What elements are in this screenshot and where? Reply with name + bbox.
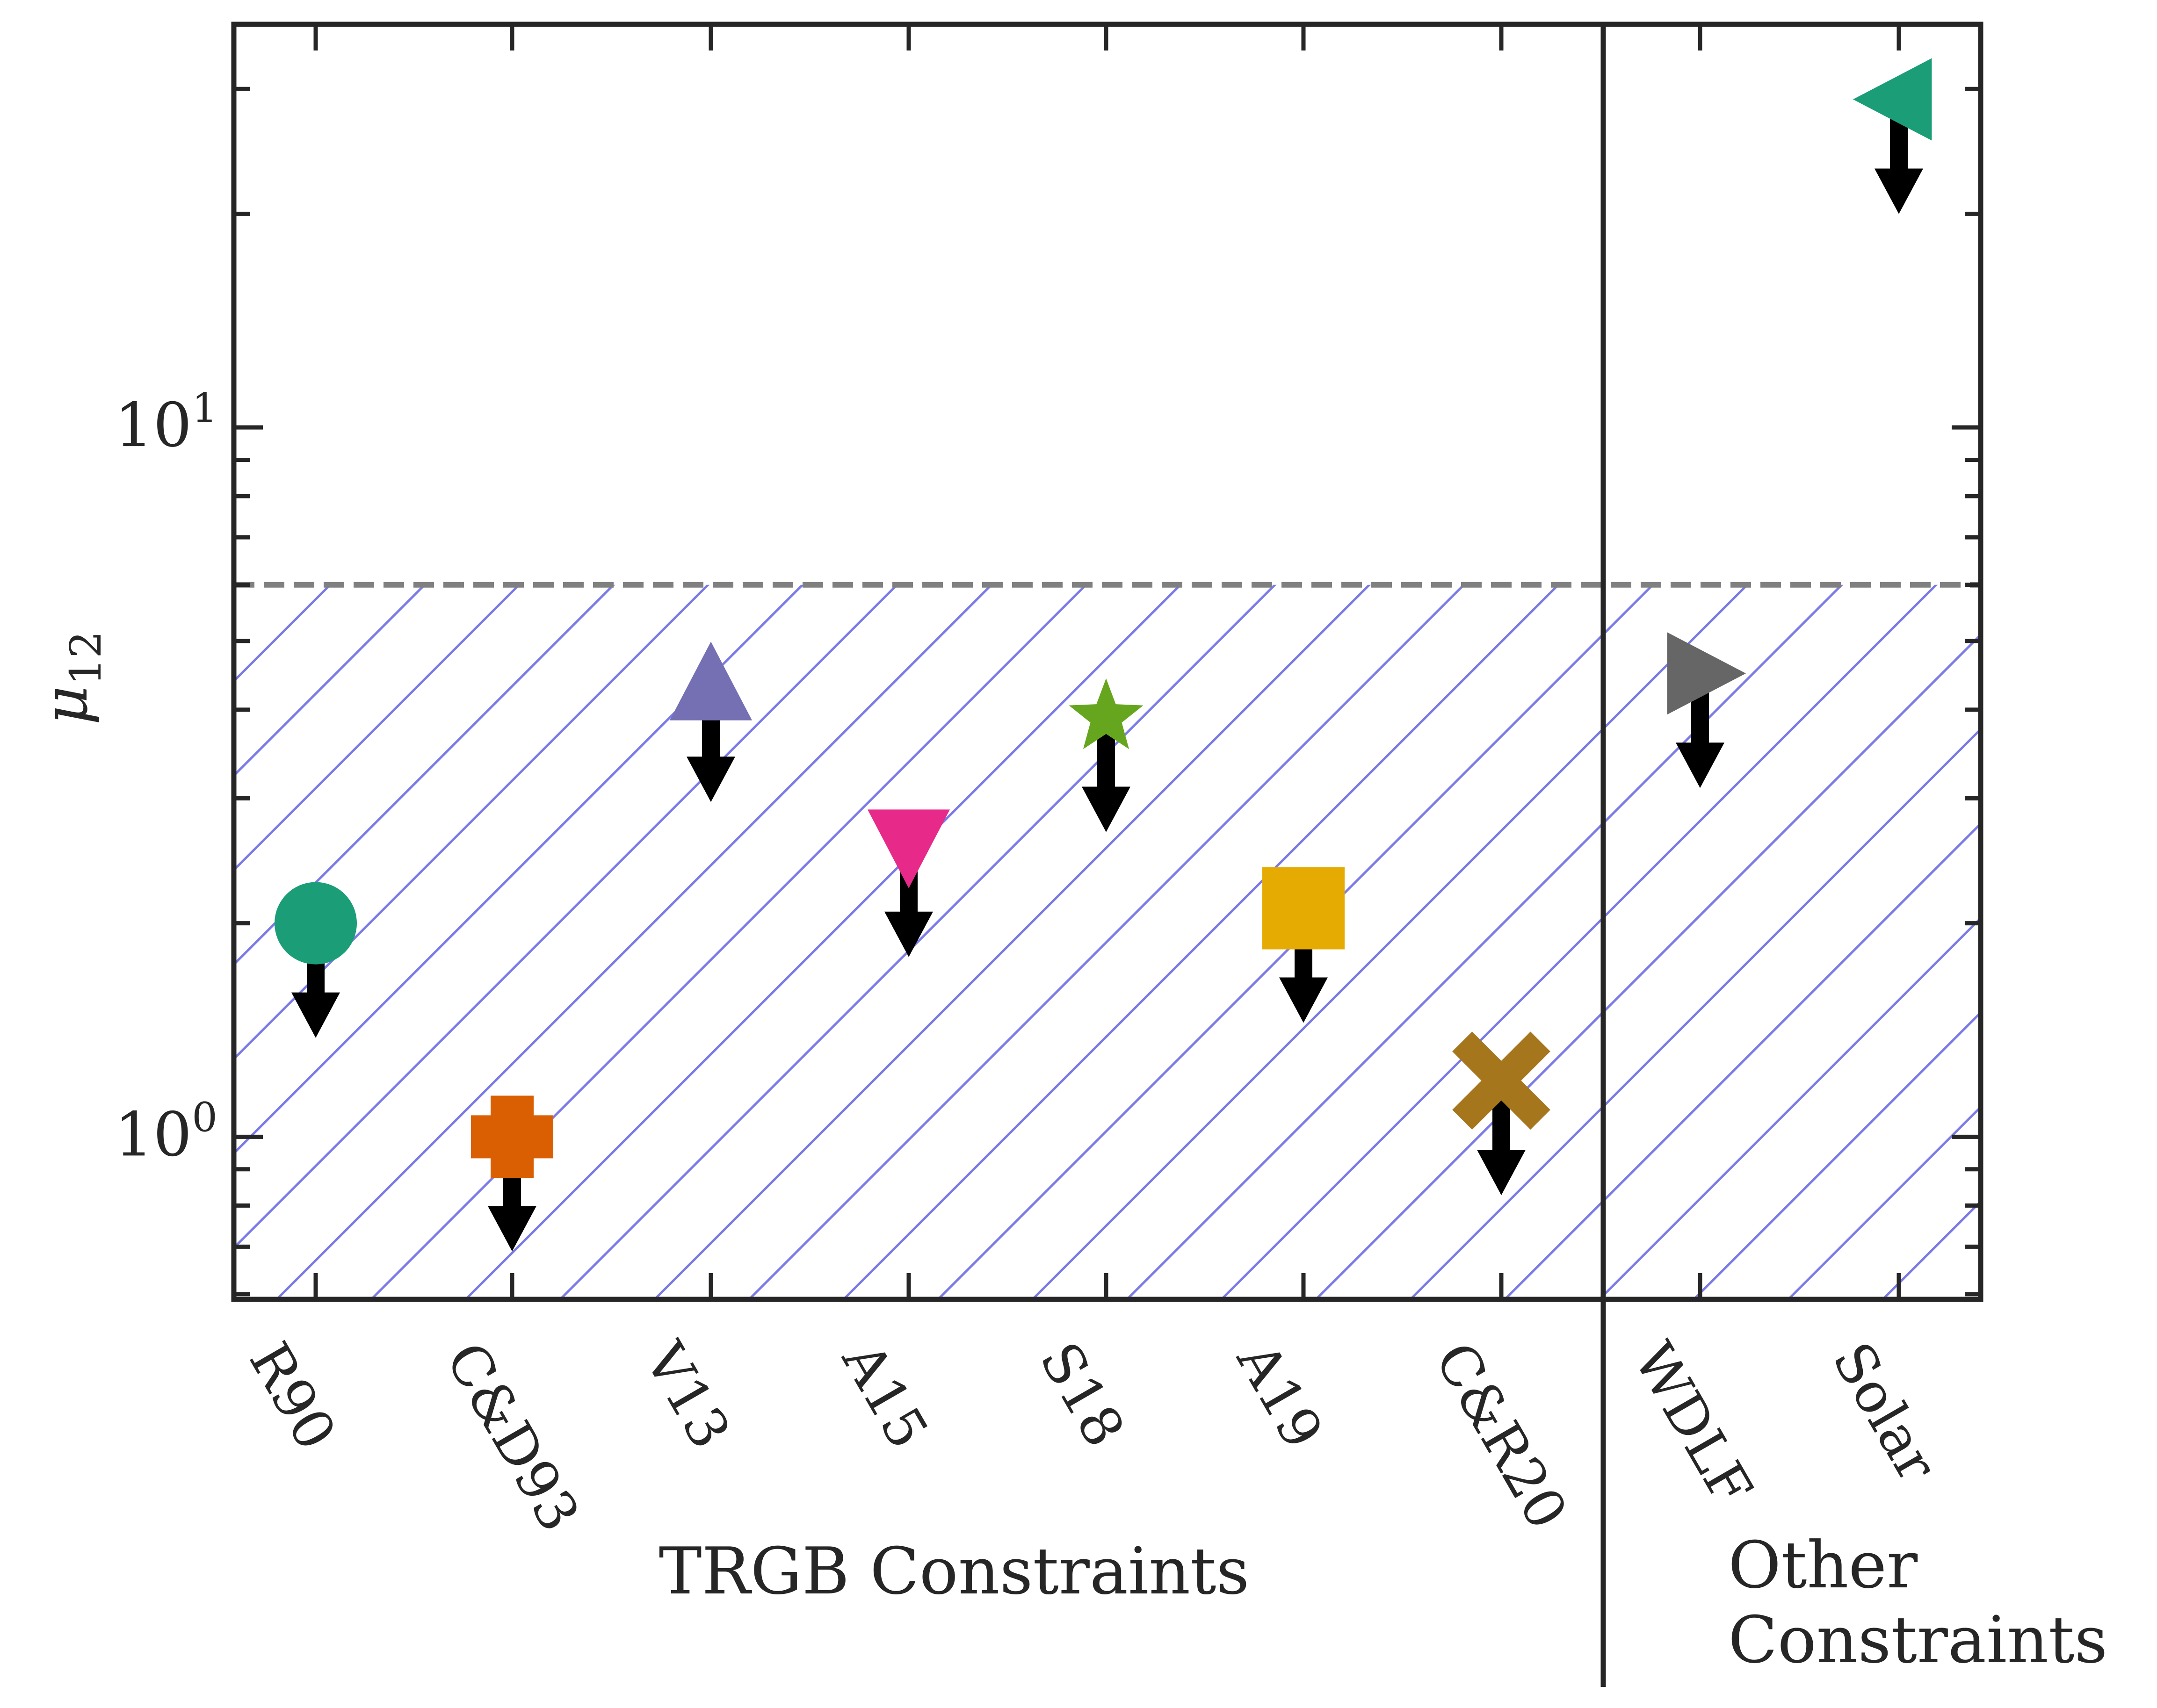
y-tick-exponent: 0: [192, 1094, 217, 1141]
x-tick-label: R90: [237, 1332, 349, 1461]
y-tick-label: 100: [115, 1094, 217, 1170]
x-tick-label: V13: [632, 1331, 743, 1459]
marker-circle: [275, 882, 357, 965]
upper-limit-arrow-head: [291, 992, 340, 1038]
data-point-a19: [1262, 867, 1345, 1023]
axis-ticks: [234, 24, 1981, 1299]
y-tick-base: 10: [115, 1099, 192, 1170]
marker-triangle-right: [1667, 632, 1746, 715]
x-tick-label: A19: [1224, 1331, 1336, 1459]
marker-triangle-left: [1853, 58, 1932, 141]
y-tick-label: 101: [115, 385, 217, 461]
marker-triangle-down: [868, 809, 950, 888]
x-tick-labels: R90 C&D93 V13 A15 S18 A19 C&R20 WDLF Solar: [237, 1331, 1950, 1542]
x-tick-label: A15: [830, 1331, 941, 1459]
group-label-line: Other: [1728, 1528, 1918, 1603]
data-point-c-d93: [471, 1095, 553, 1252]
x-tick-label: S18: [1028, 1332, 1137, 1457]
axes-frame: [231, 22, 1983, 1302]
data-point-v13: [670, 641, 752, 802]
data-point-a15: [868, 809, 950, 957]
marker-plus: [471, 1095, 553, 1178]
data-point-s18: [1069, 678, 1144, 832]
marker-square: [1262, 867, 1345, 950]
upper-limit-arrow-head: [1875, 168, 1923, 214]
data-point-solar: [1853, 58, 1932, 214]
y-axis-label: μ12: [30, 631, 111, 725]
upper-limit-arrow-head: [1676, 742, 1724, 788]
plot-frame: [231, 22, 1983, 1687]
y-tick-exponent: 1: [192, 385, 217, 432]
x-tick-label: WDLF: [1621, 1332, 1766, 1516]
group-label-trgb: TRGB Constraints: [659, 1534, 1250, 1609]
x-tick-label: C&R20: [1423, 1332, 1580, 1540]
upper-limit-arrow-head: [1082, 786, 1130, 832]
x-tick-label: Solar: [1820, 1332, 1950, 1492]
y-axis-label-symbol: μ: [30, 685, 101, 725]
y-tick-base: 10: [115, 389, 192, 461]
data-points: [275, 58, 1932, 1252]
data-point-r90: [275, 882, 357, 1038]
upper-limit-arrow-head: [687, 757, 735, 802]
group-label-other: Other Constraints: [1728, 1528, 2107, 1678]
upper-limit-arrow-head: [488, 1206, 536, 1252]
data-point-c-r20: [1452, 1031, 1550, 1196]
group-label-line: Constraints: [1728, 1602, 2107, 1678]
data-point-wdlf: [1667, 632, 1746, 788]
group-labels: TRGB Constraints Other Constraints: [659, 1528, 2108, 1678]
marker-star: [1069, 678, 1144, 750]
y-axis-label-subscript: 12: [61, 631, 111, 685]
upper-limit-arrow-head: [884, 911, 933, 957]
marker-triangle-up: [670, 641, 752, 721]
upper-limit-arrow-head: [1279, 977, 1328, 1023]
upper-limit-arrow-head: [1477, 1150, 1526, 1196]
marker-x-stroke: [1452, 1031, 1550, 1130]
x-tick-label: C&D93: [434, 1332, 593, 1542]
